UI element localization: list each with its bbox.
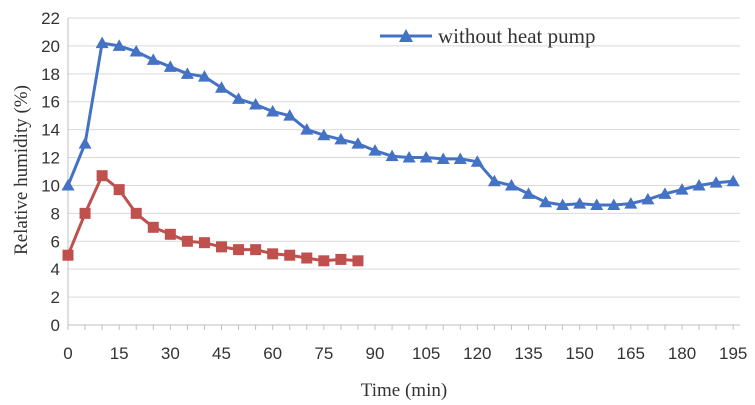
data-point-triangle [487,174,501,187]
y-tick-label: 16 [41,93,60,112]
legend-label-without-heat-pump: without heat pump [438,24,595,48]
y-tick-label: 18 [41,65,60,84]
data-point-square [335,253,347,265]
data-point-square [79,207,91,219]
data-point-triangle [539,195,553,208]
data-point-triangle [317,128,331,141]
data-point-triangle [300,123,314,135]
data-point-square [318,255,330,267]
data-point-triangle [385,149,399,162]
y-tick-label: 0 [51,316,60,335]
legend: without heat pump [380,24,595,48]
data-point-square [198,237,210,249]
x-tick-label: 105 [412,344,440,363]
x-tick-label: 150 [565,344,593,363]
data-point-triangle [266,104,280,117]
data-point-triangle [590,198,604,210]
x-tick-label: 165 [617,344,645,363]
data-point-triangle [95,36,109,49]
x-tick-label: 90 [366,344,385,363]
series-layer [61,36,740,267]
x-tick-label: 195 [719,344,747,363]
x-tick-labels: 0 15 30 45 60 75 90 105 120 135 150 165 180 195 [63,344,747,363]
data-point-triangle [692,178,706,191]
series-with-heat-pump [62,170,364,267]
data-point-triangle [351,137,365,149]
x-tick-label: 120 [463,344,491,363]
data-point-triangle [675,183,689,195]
data-point-triangle [232,92,246,104]
data-point-triangle [658,187,672,199]
x-tick-label: 60 [263,344,282,363]
data-point-square [284,249,296,261]
y-tick-label: 4 [51,260,60,279]
data-point-triangle [78,137,92,149]
data-point-triangle [129,44,143,57]
data-point-square [147,221,159,233]
y-tick-label: 6 [51,232,60,251]
series-line [66,41,734,207]
data-point-triangle [709,176,723,188]
data-point-square [96,170,108,182]
y-tick-label: 14 [41,121,60,140]
x-tick-label: 15 [110,344,129,363]
data-point-triangle [470,155,484,167]
data-point-triangle [163,60,177,72]
data-point-triangle [453,152,467,164]
data-point-square [352,255,364,267]
y-tick-label: 10 [41,176,60,195]
axes [67,18,740,330]
data-point-triangle [573,197,587,209]
y-tick-label: 2 [51,288,60,307]
x-tick-label: 30 [161,344,180,363]
x-tick-label: 0 [63,344,72,363]
data-point-triangle [283,109,297,121]
data-point-triangle [624,197,638,209]
data-point-square [113,184,125,196]
data-point-square [62,249,74,261]
data-point-triangle [556,198,570,210]
y-tick-label: 8 [51,204,60,223]
data-point-square [301,252,313,264]
data-point-triangle [61,178,75,191]
data-point-triangle [641,192,655,205]
data-point-square [164,228,176,240]
series-line [66,174,359,263]
data-point-triangle [504,178,518,191]
data-point-square [181,235,193,247]
data-point-triangle [334,132,348,145]
data-point-square [267,248,279,260]
data-point-square [216,241,228,253]
y-tick-label: 20 [41,37,60,56]
data-point-triangle [402,151,416,163]
data-point-square [130,207,142,219]
y-tick-labels: 0 2 4 6 8 10 12 14 16 18 20 22 [41,9,60,335]
x-tick-label: 180 [668,344,696,363]
data-point-triangle [215,81,229,93]
data-point-triangle [726,174,740,187]
data-point-triangle [146,53,160,65]
data-point-triangle [180,67,194,79]
x-axis-label: Time (min) [361,380,447,401]
x-tick-label: 75 [314,344,333,363]
data-point-triangle [522,187,536,199]
y-tick-label: 12 [41,149,60,168]
data-point-triangle [197,70,211,82]
y-axis-label: Relative humidity (%) [11,85,32,255]
x-tick-label: 45 [212,344,231,363]
y-tick-label: 22 [41,9,60,28]
legend-triangle-marker [399,29,413,42]
data-point-triangle [112,39,126,51]
series-without-heat-pump [61,36,740,210]
data-point-square [250,244,262,256]
x-tick-label: 135 [514,344,542,363]
data-point-triangle [419,151,433,163]
data-point-square [233,244,245,256]
data-point-triangle [249,98,263,110]
data-point-triangle [436,152,450,164]
data-point-triangle [368,144,382,156]
data-point-triangle [607,198,621,210]
